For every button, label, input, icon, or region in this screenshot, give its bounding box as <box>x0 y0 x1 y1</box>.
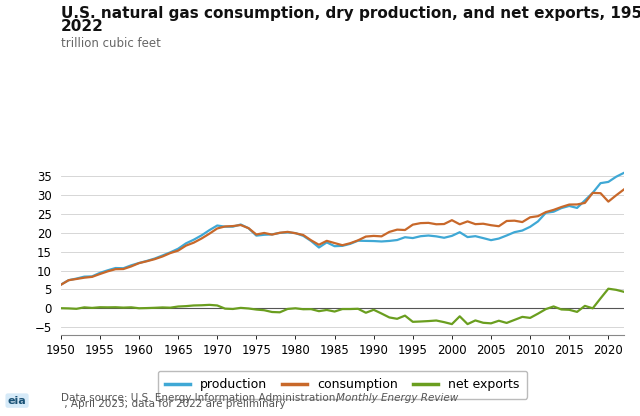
consumption <box>620 187 628 192</box>
Text: Data source: U.S. Energy Information Administration,: Data source: U.S. Energy Information Adm… <box>61 393 342 403</box>
Text: Data source: U.S. Energy Information Administration, ​Monthly Energy Review: Data source: U.S. Energy Information Adm… <box>61 393 463 403</box>
Text: U.S. natural gas consumption, dry production, and net exports, 1950-: U.S. natural gas consumption, dry produc… <box>61 6 640 21</box>
consumption <box>526 215 534 220</box>
consumption <box>565 202 573 207</box>
production <box>182 241 190 246</box>
production <box>565 203 573 208</box>
Text: trillion cubic feet: trillion cubic feet <box>61 37 161 50</box>
Line: net exports: net exports <box>61 289 624 324</box>
net exports <box>448 322 456 327</box>
Legend: production, consumption, net exports: production, consumption, net exports <box>158 371 527 399</box>
consumption <box>57 282 65 287</box>
production <box>244 226 252 231</box>
consumption <box>339 243 346 248</box>
Text: , April 2023; data for 2022 are preliminary: , April 2023; data for 2022 are prelimin… <box>61 399 285 409</box>
production <box>57 282 65 287</box>
consumption <box>244 225 252 230</box>
production <box>620 170 628 175</box>
production <box>542 210 550 215</box>
net exports <box>534 311 542 316</box>
net exports <box>620 290 628 295</box>
net exports <box>57 306 65 311</box>
consumption <box>182 243 190 248</box>
net exports <box>605 286 612 291</box>
consumption <box>542 210 550 215</box>
net exports <box>339 307 346 312</box>
net exports <box>244 306 252 311</box>
Text: Monthly Energy Review: Monthly Energy Review <box>336 393 458 403</box>
production <box>526 224 534 229</box>
Text: eia: eia <box>8 396 26 406</box>
Line: production: production <box>61 173 624 285</box>
production <box>339 243 346 248</box>
Text: 2022: 2022 <box>61 19 104 34</box>
Line: consumption: consumption <box>61 189 624 285</box>
net exports <box>573 310 581 314</box>
net exports <box>550 304 557 309</box>
net exports <box>182 304 190 309</box>
